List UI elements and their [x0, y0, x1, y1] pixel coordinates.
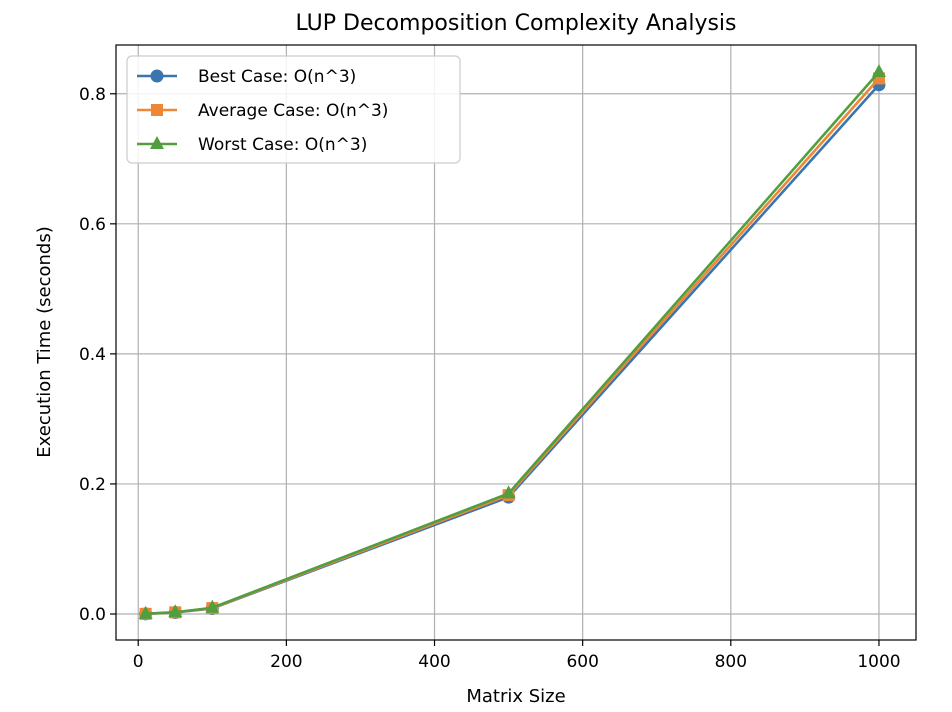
y-tick-label: 0.0 [79, 605, 106, 625]
tick-layer: 0 200 400 600 800 1000 0.0 0.2 0.4 0.6 0.8 [79, 85, 901, 672]
legend-label: Best Case: O(n^3) [198, 67, 356, 87]
legend-marker-square [151, 104, 163, 116]
data-point-triangle [871, 63, 886, 77]
x-tick-label: 800 [715, 652, 747, 672]
legend: Best Case: O(n^3) Average Case: O(n^3) Wor… [126, 55, 461, 164]
legend-box [126, 55, 461, 164]
data-point-triangle [168, 604, 183, 618]
plot-frame [115, 44, 917, 641]
series-line [145, 83, 880, 616]
series-triangle [138, 63, 886, 619]
x-tick-label: 0 [133, 652, 144, 672]
legend-label: Average Case: O(n^3) [198, 101, 388, 121]
legend-item: Average Case: O(n^3) [137, 101, 388, 121]
data-point-triangle [138, 605, 153, 619]
x-axis-label: Matrix Size [466, 686, 565, 707]
x-tick-label: 600 [566, 652, 598, 672]
data-point-triangle [205, 599, 220, 613]
y-tick-label: 0.4 [79, 345, 106, 365]
legend-label: Worst Case: O(n^3) [198, 135, 367, 155]
legend-marker-circle [150, 69, 164, 83]
series-layer [138, 63, 886, 621]
chart-title: LUP Decomposition Complexity Analysis [295, 11, 736, 36]
y-axis-label: Execution Time (seconds) [34, 226, 55, 457]
y-tick-label: 0.8 [79, 85, 106, 105]
legend-marker-triangle [150, 136, 164, 149]
x-tick-label: 200 [270, 652, 302, 672]
data-point-triangle [501, 485, 516, 499]
x-tick-label: 400 [418, 652, 450, 672]
legend-item: Worst Case: O(n^3) [137, 135, 367, 155]
y-tick-label: 0.2 [79, 475, 106, 495]
x-tick-label: 1000 [857, 652, 900, 672]
y-tick-label: 0.6 [79, 215, 106, 235]
legend-item: Best Case: O(n^3) [137, 67, 356, 87]
